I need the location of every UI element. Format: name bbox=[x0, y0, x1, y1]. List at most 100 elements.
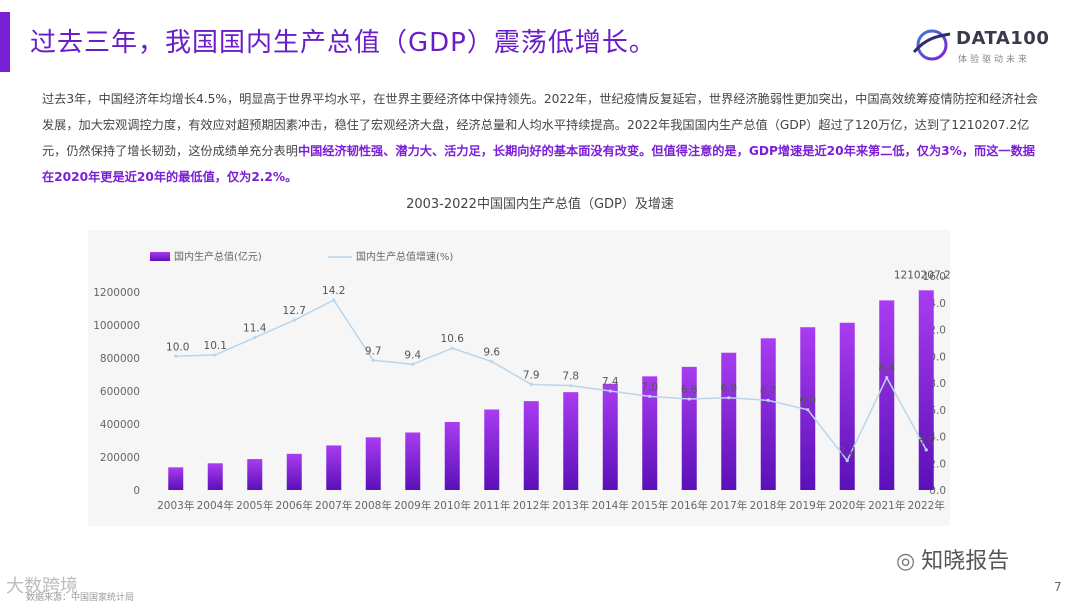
growth-rate-data-label: 8.4 bbox=[878, 363, 895, 375]
growth-rate-point bbox=[213, 353, 217, 357]
x-tick-label: 2008年 bbox=[355, 499, 392, 512]
growth-rate-data-label: 9.4 bbox=[404, 349, 421, 361]
legend-bar-swatch bbox=[150, 252, 170, 261]
gdp-bar-data-label: 1210207.2 bbox=[894, 269, 950, 281]
chart-panel: 0 200000 400000 600000 800000 1000000 1200000 0… bbox=[88, 230, 950, 526]
gdp-bar bbox=[405, 432, 421, 490]
gdp-bar bbox=[602, 383, 618, 490]
x-tick-label: 2012年 bbox=[513, 499, 550, 512]
gdp-bar bbox=[247, 459, 263, 490]
growth-rate-data-label: 9.7 bbox=[365, 345, 382, 357]
growth-rate-point bbox=[411, 362, 415, 366]
x-tick-label: 2019年 bbox=[789, 499, 826, 512]
slide-title: 过去三年，我国国内生产总值（GDP）震荡低增长。 bbox=[30, 28, 656, 58]
gdp-combo-chart: 0200000400000600000800000100000012000000… bbox=[93, 250, 950, 512]
watermark-left: 大数跨境 bbox=[6, 576, 78, 597]
growth-rate-data-label: 7.9 bbox=[523, 369, 540, 381]
x-tick-label: 2016年 bbox=[671, 499, 708, 512]
growth-rate-point bbox=[845, 458, 849, 463]
x-tick-label: 2017年 bbox=[710, 499, 747, 512]
growth-rate-point bbox=[332, 298, 336, 302]
title-accent-bar bbox=[0, 12, 10, 72]
x-tick-label: 2005年 bbox=[236, 499, 273, 512]
logo-mark-icon bbox=[912, 29, 951, 61]
growth-rate-data-label: 2.2 bbox=[839, 446, 856, 458]
y-left-tick-label: 400000 bbox=[100, 419, 140, 431]
gdp-bar bbox=[444, 422, 460, 490]
watermark-brand-text: 知晓报告 bbox=[921, 549, 1010, 574]
growth-rate-data-label: 3.0 bbox=[918, 435, 935, 447]
growth-rate-data-label: 6.8 bbox=[681, 384, 698, 396]
growth-rate-point bbox=[687, 397, 691, 401]
growth-rate-point bbox=[253, 335, 257, 340]
growth-rate-point bbox=[569, 384, 573, 388]
x-tick-label: 2003年 bbox=[157, 499, 194, 512]
x-tick-label: 2009年 bbox=[394, 499, 431, 512]
growth-rate-point bbox=[648, 394, 652, 398]
y-left-tick-label: 800000 bbox=[100, 353, 140, 365]
gdp-bar bbox=[642, 376, 658, 490]
x-tick-label: 2007年 bbox=[315, 499, 352, 512]
x-tick-label: 2021年 bbox=[868, 499, 905, 512]
gdp-bar bbox=[721, 352, 737, 490]
gdp-bar bbox=[365, 437, 381, 490]
gdp-bar bbox=[523, 401, 539, 490]
growth-rate-data-label: 6.9 bbox=[720, 383, 737, 395]
growth-rate-point bbox=[490, 360, 494, 364]
growth-rate-point bbox=[174, 354, 178, 358]
paragraph-highlight-text: 中国经济韧性强、潜力大、活力足，长期向好的基本面没有改变。但值得注意的是，GDP… bbox=[42, 144, 1035, 184]
growth-rate-data-label: 7.0 bbox=[641, 381, 658, 393]
x-tick-label: 2010年 bbox=[434, 499, 471, 512]
growth-rate-data-label: 10.0 bbox=[166, 341, 189, 353]
gdp-bar bbox=[760, 338, 776, 490]
watermark-brand: ◎ 知晓报告 bbox=[896, 543, 1009, 575]
x-tick-label: 2022年 bbox=[908, 499, 945, 512]
x-tick-label: 2006年 bbox=[276, 499, 313, 512]
growth-rate-point bbox=[885, 376, 889, 380]
chart-title: 2003-2022中国国内生产总值（GDP）及增速 bbox=[406, 197, 674, 212]
gdp-bar bbox=[286, 453, 302, 490]
growth-rate-point bbox=[529, 382, 533, 386]
legend-bar-label: 国内生产总值(亿元) bbox=[174, 250, 262, 263]
growth-rate-point bbox=[292, 318, 296, 322]
gdp-bar bbox=[839, 322, 855, 490]
growth-rate-data-label: 7.4 bbox=[602, 376, 619, 388]
x-tick-label: 2011年 bbox=[473, 499, 510, 512]
growth-rate-data-label: 6.7 bbox=[760, 385, 777, 397]
y-left-tick-label: 200000 bbox=[100, 452, 140, 464]
y-left-tick-label: 1000000 bbox=[93, 320, 140, 332]
y-left-tick-label: 600000 bbox=[100, 386, 140, 398]
growth-rate-point bbox=[924, 448, 928, 452]
growth-rate-data-label: 11.4 bbox=[243, 323, 267, 335]
gdp-bar bbox=[207, 463, 223, 490]
y-left-tick-label: 0 bbox=[133, 485, 140, 497]
growth-rate-data-label: 7.8 bbox=[562, 371, 579, 383]
growth-rate-point bbox=[806, 408, 810, 412]
growth-rate-point bbox=[371, 358, 375, 362]
gdp-bar bbox=[879, 300, 895, 490]
growth-rate-point bbox=[608, 389, 612, 393]
x-tick-label: 2014年 bbox=[592, 499, 629, 512]
growth-rate-point bbox=[766, 398, 770, 402]
x-tick-label: 2018年 bbox=[750, 499, 787, 512]
summary-paragraph: 过去3年，中国经济年均增长4.5%，明显高于世界平均水平，在世界主要经济体中保持… bbox=[42, 86, 1042, 190]
x-tick-label: 2015年 bbox=[631, 499, 668, 512]
growth-rate-point bbox=[450, 346, 454, 350]
x-tick-label: 2013年 bbox=[552, 499, 589, 512]
gdp-bar bbox=[484, 409, 500, 490]
gdp-bar bbox=[563, 392, 579, 490]
gdp-bar bbox=[326, 445, 342, 490]
y-left-tick-label: 1200000 bbox=[93, 287, 140, 299]
gdp-bar bbox=[168, 467, 184, 490]
growth-rate-line bbox=[175, 299, 927, 462]
page-number: 7 bbox=[1054, 580, 1062, 594]
gdp-bar bbox=[681, 366, 697, 490]
data-source-note: 数据来源：中国国家统计局 bbox=[26, 593, 135, 603]
growth-rate-data-label: 10.6 bbox=[441, 333, 465, 345]
growth-rate-data-label: 6.0 bbox=[799, 395, 816, 407]
wechat-icon: ◎ bbox=[896, 549, 916, 574]
y-right-tick-label: 16.0 bbox=[923, 271, 946, 283]
logo: DATA100 体验驱动未来 bbox=[912, 26, 1062, 70]
growth-rate-data-label: 12.7 bbox=[283, 305, 306, 317]
growth-rate-data-label: 9.6 bbox=[483, 347, 500, 359]
